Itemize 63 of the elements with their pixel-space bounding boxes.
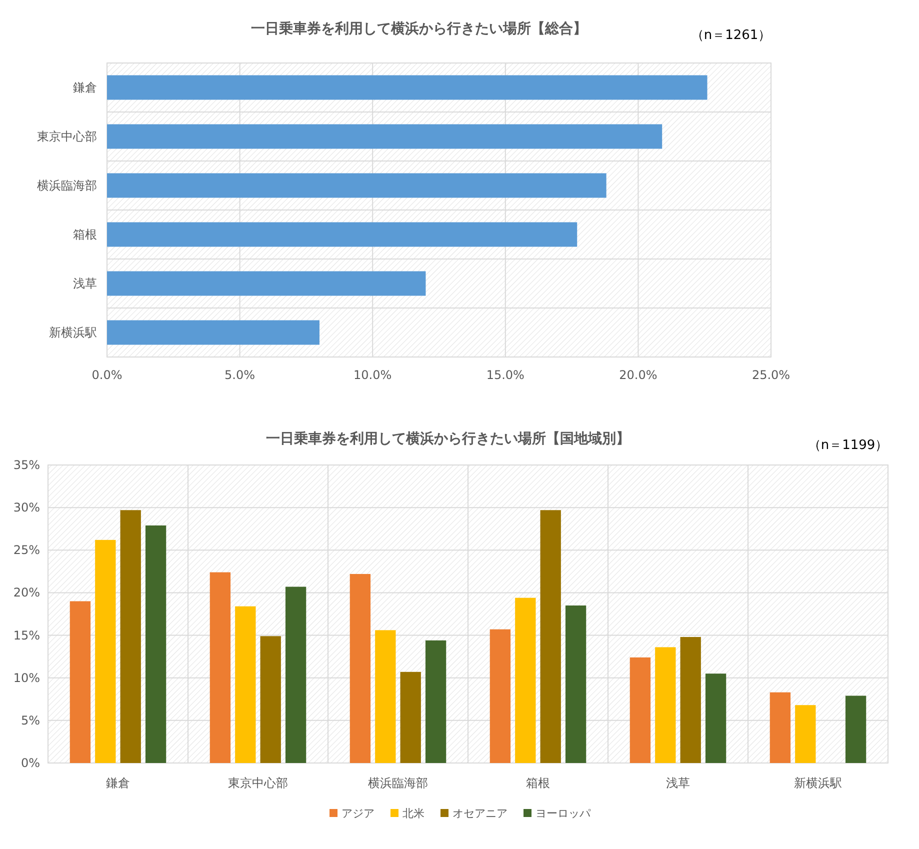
y-tick-label: 箱根 xyxy=(73,228,97,242)
x-tick-label: 箱根 xyxy=(526,776,550,790)
legend-label: オセアニア xyxy=(452,807,508,820)
bar xyxy=(400,672,421,763)
bar xyxy=(107,271,426,296)
x-tick-label: 10.0% xyxy=(354,368,392,382)
bar xyxy=(107,124,662,149)
bar xyxy=(235,606,256,763)
bar xyxy=(515,598,536,763)
chart-title: 一日乗車券を利用して横浜から行きたい場所【国地域別】 xyxy=(266,430,630,447)
y-tick-label: 25% xyxy=(13,543,40,558)
x-tick-label: 0.0% xyxy=(92,368,122,382)
text: （n＝1261） xyxy=(690,28,772,43)
y-tick-label: 10% xyxy=(13,670,40,685)
bar xyxy=(107,320,320,345)
bar xyxy=(565,605,586,763)
y-tick-label: 鎌倉 xyxy=(73,80,97,94)
x-tick-label: 5.0% xyxy=(224,368,256,382)
x-tick-label: 15.0% xyxy=(486,368,524,382)
bar xyxy=(630,657,651,763)
bar xyxy=(95,540,116,763)
bar xyxy=(845,696,866,763)
x-tick-label: 20.0% xyxy=(619,368,658,382)
bar xyxy=(210,572,231,763)
y-tick-label: 20% xyxy=(13,586,40,600)
bar xyxy=(540,510,561,763)
text: （n＝1199） xyxy=(808,438,888,453)
bar xyxy=(375,630,396,763)
y-tick-label: 5% xyxy=(20,713,40,728)
legend-label: アジア xyxy=(342,807,374,820)
chart-title: 一日乗車券を利用して横浜から行きたい場所【総合】 xyxy=(251,20,587,37)
y-tick-label: 15% xyxy=(13,628,40,642)
bar xyxy=(680,636,701,763)
y-tick-label: 新横浜駅 xyxy=(49,326,97,340)
legend-label: ヨーロッパ xyxy=(536,807,592,820)
bar xyxy=(260,636,281,763)
bar xyxy=(285,586,306,763)
bar xyxy=(705,674,726,763)
x-tick-label: 浅草 xyxy=(666,776,690,790)
y-tick-label: 東京中心部 xyxy=(37,130,97,144)
bar xyxy=(425,640,446,763)
bar xyxy=(107,173,606,198)
bar xyxy=(490,629,511,763)
y-tick-label: 30% xyxy=(13,500,40,515)
bar xyxy=(107,222,578,247)
x-tick-label: 25.0% xyxy=(752,368,790,382)
y-tick-label: 浅草 xyxy=(73,276,97,290)
bar xyxy=(145,525,166,763)
bar xyxy=(70,601,91,763)
y-tick-label: 35% xyxy=(13,458,40,472)
x-tick-label: 東京中心部 xyxy=(228,776,288,790)
bar xyxy=(655,647,676,763)
y-tick-label: 横浜臨海部 xyxy=(37,178,97,192)
bar xyxy=(770,692,791,763)
bar xyxy=(795,705,816,763)
x-tick-label: 鎌倉 xyxy=(106,776,130,790)
y-tick-label: 0% xyxy=(20,756,40,770)
legend-label: 北米 xyxy=(402,807,424,820)
bar xyxy=(107,75,708,100)
x-tick-label: 新横浜駅 xyxy=(794,776,842,790)
bar xyxy=(350,574,371,763)
bar xyxy=(120,510,141,763)
x-tick-label: 横浜臨海部 xyxy=(368,776,428,790)
